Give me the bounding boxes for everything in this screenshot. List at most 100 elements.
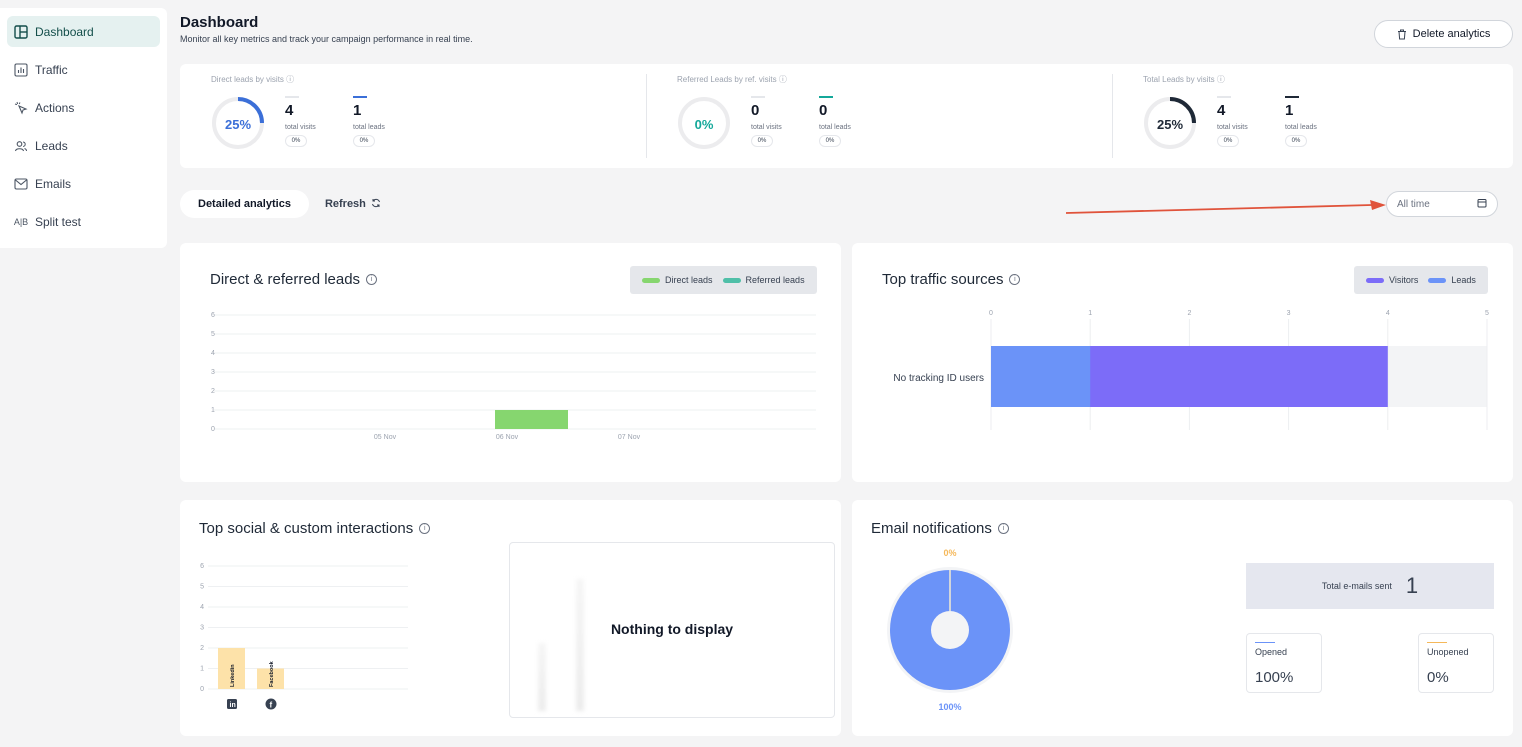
leads-bar — [1285, 96, 1299, 98]
leads-label: total leads — [819, 124, 851, 131]
sidebar-item-label: Dashboard — [35, 24, 94, 39]
visits-bar — [1217, 96, 1231, 98]
social-interactions-chart: 0 1 2 3 4 5 6 Linkedin Facebook in f — [200, 563, 408, 710]
stat-title: Direct leads by visits ⓘ — [211, 74, 631, 85]
total-emails-value: 1 — [1405, 573, 1419, 598]
legend-visitors[interactable]: Visitors — [1366, 275, 1418, 285]
visits-pill: 0% — [285, 135, 307, 147]
y-tick-label: 4 — [200, 604, 204, 611]
bar-facebook — [257, 668, 284, 689]
stats-panel: Direct leads by visits ⓘ 25% 4 total visi… — [180, 64, 1513, 168]
direct-leads-chart: 0 1 2 3 4 5 6 05 Nov 06 Nov 07 Nov — [211, 312, 816, 441]
stat-donut — [1144, 97, 1196, 149]
unopened-line — [1427, 642, 1447, 643]
sidebar-item-actions[interactable]: Actions — [7, 92, 160, 123]
bar-direct-leads — [495, 410, 568, 429]
card-title: Email notifications i — [871, 520, 1009, 537]
pie-label-top: 0% — [943, 548, 956, 558]
total-emails-box: Total e-mails sent 1 — [1246, 563, 1494, 609]
y-tick-label: 3 — [211, 369, 215, 376]
y-tick-label: 3 — [200, 625, 204, 632]
refresh-icon — [371, 198, 381, 211]
leads-number: 0 — [819, 102, 828, 119]
x-tick-label: 0 — [989, 310, 993, 317]
opened-card: Opened 100% — [1246, 633, 1322, 693]
stat-visits: 4 total visits 0% — [285, 96, 345, 147]
stat-donut — [212, 97, 264, 149]
legend-leads[interactable]: Leads — [1428, 275, 1476, 285]
leads-label: total leads — [1285, 124, 1317, 131]
chart-legend: Visitors Leads — [1354, 266, 1488, 294]
date-range-picker[interactable]: All time — [1386, 191, 1498, 217]
analytics-tabs: Detailed analytics Refresh — [180, 190, 381, 218]
email-pie-chart: 0% 100% — [887, 548, 1013, 712]
stat-total-leads: Total Leads by visits ⓘ 25% 4 total visit… — [1143, 74, 1522, 164]
chart-legend: Direct leads Referred leads — [630, 266, 817, 294]
bar-label: Linkedin — [230, 664, 236, 687]
y-tick-label: 0 — [211, 426, 215, 433]
leads-pill: 0% — [1285, 135, 1307, 147]
leads-label: total leads — [353, 124, 385, 131]
sidebar-item-label: Actions — [35, 100, 75, 115]
refresh-button[interactable]: Refresh — [325, 198, 381, 211]
sidebar-item-traffic[interactable]: Traffic — [7, 54, 160, 85]
y-tick-label: 5 — [200, 584, 204, 591]
leads-number: 1 — [1285, 102, 1294, 119]
divider — [646, 74, 647, 158]
x-tick-label: 3 — [1287, 310, 1291, 317]
y-tick-label: 5 — [211, 331, 215, 338]
stat-visits: 4 total visits 0% — [1217, 96, 1277, 147]
layout-icon — [13, 24, 29, 40]
leads-number: 1 — [353, 102, 362, 119]
legend-swatch — [1366, 278, 1384, 284]
legend-referred[interactable]: Referred leads — [722, 275, 805, 285]
facebook-icon — [265, 698, 277, 710]
tab-detailed-analytics[interactable]: Detailed analytics — [180, 190, 309, 218]
x-tick-label: 07 Nov — [618, 434, 641, 441]
category-label: No tracking ID users — [893, 373, 984, 384]
sidebar-item-label: Split test — [35, 214, 82, 229]
legend-swatch — [642, 278, 660, 284]
linkedin-icon-glyph: in — [230, 702, 236, 709]
stat-leads: 1 total leads 0% — [1285, 96, 1345, 147]
card-direct-referred: Direct & referred leads i Direct leads Re… — [180, 243, 841, 482]
card-title: Top social & custom interactions i — [199, 520, 431, 537]
y-tick-label: 6 — [211, 312, 215, 319]
opened-label: Opened — [1255, 647, 1288, 657]
sidebar-item-split-test[interactable]: A|B Split test — [7, 206, 160, 237]
legend-direct[interactable]: Direct leads — [642, 275, 713, 285]
leads-pill: 0% — [353, 135, 375, 147]
date-range-value: All time — [1397, 198, 1430, 210]
stat-donut — [678, 97, 730, 149]
info-icon: ⓘ — [778, 75, 787, 84]
sidebar-item-label: Leads — [35, 138, 68, 153]
sidebar-item-leads[interactable]: Leads — [7, 130, 160, 161]
x-tick-label: 4 — [1386, 310, 1390, 317]
visits-label: total visits — [1217, 124, 1248, 131]
stat-percent: 25% — [224, 117, 252, 132]
delete-analytics-button[interactable]: Delete analytics — [1374, 20, 1513, 48]
visits-number: 0 — [751, 102, 760, 119]
stat-title: Total Leads by visits ⓘ — [1143, 74, 1522, 85]
y-tick-label: 1 — [211, 407, 215, 414]
legend-label: Direct leads — [665, 275, 713, 285]
y-tick-label: 4 — [211, 350, 215, 357]
y-tick-label: 0 — [200, 686, 204, 693]
sidebar-item-dashboard[interactable]: Dashboard — [7, 16, 160, 47]
visits-pill: 0% — [1217, 135, 1239, 147]
card-title: Direct & referred leads i — [210, 271, 378, 288]
facebook-icon-glyph: f — [270, 701, 273, 710]
x-tick-label: 05 Nov — [374, 434, 397, 441]
linkedin-icon — [227, 699, 237, 709]
legend-swatch — [1428, 278, 1447, 284]
y-tick-label: 1 — [200, 666, 204, 673]
page-header: Dashboard Monitor all key metrics and tr… — [180, 14, 473, 44]
empty-state-text: Nothing to display — [610, 621, 734, 637]
pie-label-bottom: 100% — [938, 702, 961, 712]
sidebar-item-emails[interactable]: Emails — [7, 168, 160, 199]
x-tick-label: 2 — [1187, 310, 1191, 317]
card-email-notifications: Email notifications i 0% 100% Total e-mail… — [852, 500, 1513, 736]
visits-label: total visits — [285, 124, 316, 131]
legend-label: Referred leads — [745, 275, 805, 285]
info-icon: i — [997, 523, 1009, 534]
